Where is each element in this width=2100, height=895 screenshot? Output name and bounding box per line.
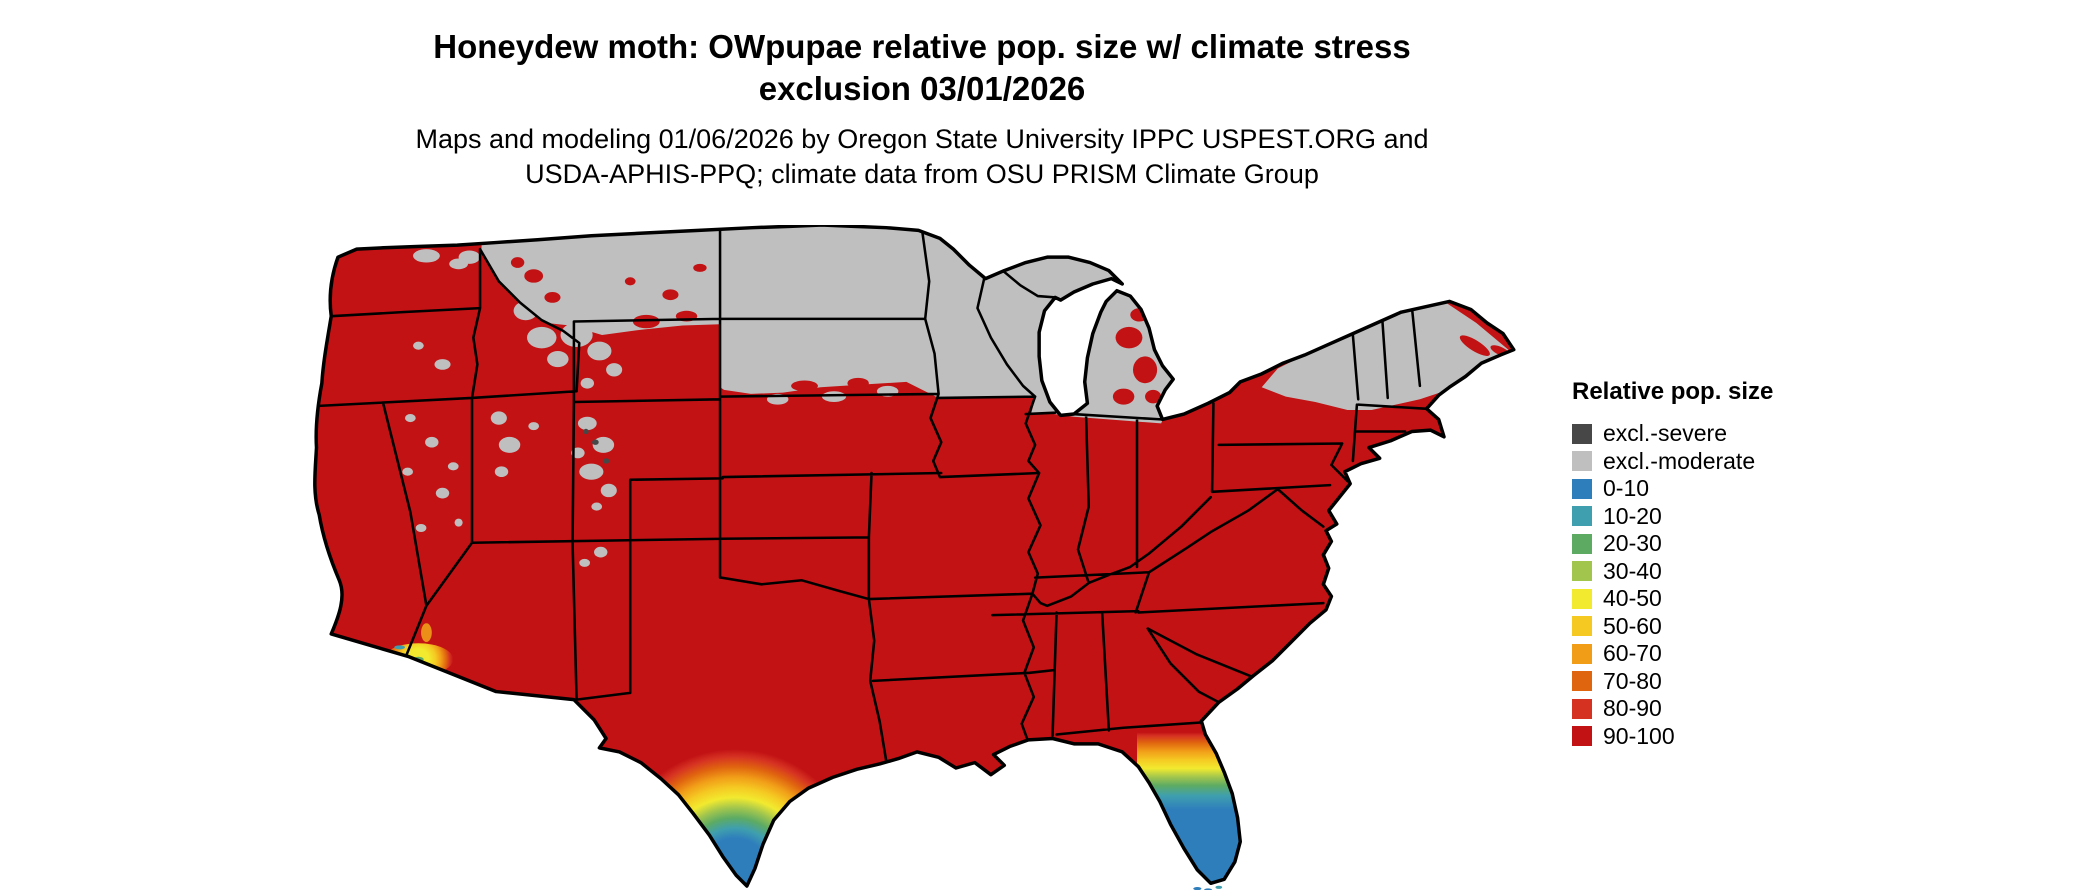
legend-row: 30-40 [1572,558,1773,586]
legend-row: 70-80 [1572,668,1773,696]
subtitle-line-1: Maps and modeling 01/06/2026 by Oregon S… [415,124,1429,154]
title-line-1: Honeydew moth: OWpupae relative pop. siz… [433,28,1411,65]
legend-entry-label: 40-50 [1603,585,1662,612]
title-line-2: exclusion 03/01/2026 [758,70,1086,108]
legend-title: Relative pop. size [1572,378,1774,405]
legend-entry-label: 60-70 [1603,640,1662,667]
legend-swatch [1572,698,1592,719]
legend-entry-label: excl.-moderate [1603,447,1756,474]
page-subtitle: Maps and modeling 01/06/2026 by Oregon S… [0,122,1844,192]
legend-entry-label: 0-10 [1603,475,1650,502]
legend-swatch [1572,533,1592,554]
legend-swatch [1572,561,1592,582]
legend-row: 10-20 [1572,503,1773,531]
legend-row: 0-10 [1572,475,1773,503]
legend-entry-label: 10-20 [1603,502,1662,529]
legend-swatch [1572,671,1592,692]
subtitle-line-2: USDA-APHIS-PPQ; climate data from OSU PR… [525,159,1319,190]
legend-row: 80-90 [1572,695,1773,723]
legend-swatch [1572,588,1592,609]
legend-swatch [1572,643,1592,664]
map-fill-layers [314,225,1514,886]
map-excluded-severe-dots [583,428,610,464]
us-map-figure [311,223,1534,892]
us-map-svg [313,223,1516,892]
state-borders [315,226,1427,763]
map-spot-colorado-river [421,623,432,642]
legend-entry-label: 70-80 [1603,667,1662,694]
legend-swatch [1572,726,1592,747]
legend-entry-label: 50-60 [1603,612,1662,639]
legend-row: excl.-moderate [1572,448,1773,476]
legend-entry-label: 90-100 [1603,722,1675,749]
legend-swatch [1572,423,1592,444]
legend-entry-label: 30-40 [1603,557,1662,584]
map-gradient-florida [1137,723,1266,886]
legend-rows: excl.-severe excl.-moderate 0-10 10-20 20-30… [1572,420,1773,750]
legend-swatch [1572,478,1592,499]
legend-row: 40-50 [1572,585,1773,613]
legend-row: 20-30 [1572,530,1773,558]
legend-row: 60-70 [1572,640,1773,668]
legend-row: 90-100 [1572,723,1773,751]
legend-row: excl.-severe [1572,420,1773,448]
legend-swatch [1572,616,1592,637]
legend-entry-label: 80-90 [1603,695,1662,722]
legend-swatch [1572,506,1592,527]
legend-swatch [1572,451,1592,472]
legend-entry-label: 20-30 [1603,530,1662,557]
map-legend: Relative pop. size excl.-severe excl.-mod… [1572,378,1773,750]
page-title: Honeydew moth: OWpupae relative pop. siz… [0,26,1844,110]
legend-entry-label: excl.-severe [1603,420,1727,447]
legend-row: 50-60 [1572,613,1773,641]
